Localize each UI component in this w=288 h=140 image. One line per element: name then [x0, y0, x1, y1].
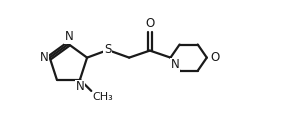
Text: O: O — [211, 51, 220, 64]
Text: N: N — [40, 51, 48, 64]
Text: O: O — [145, 17, 154, 30]
Text: N: N — [65, 30, 73, 43]
Text: N: N — [171, 58, 180, 71]
Text: S: S — [104, 43, 111, 56]
Text: CH₃: CH₃ — [92, 92, 113, 102]
Text: N: N — [76, 80, 85, 93]
